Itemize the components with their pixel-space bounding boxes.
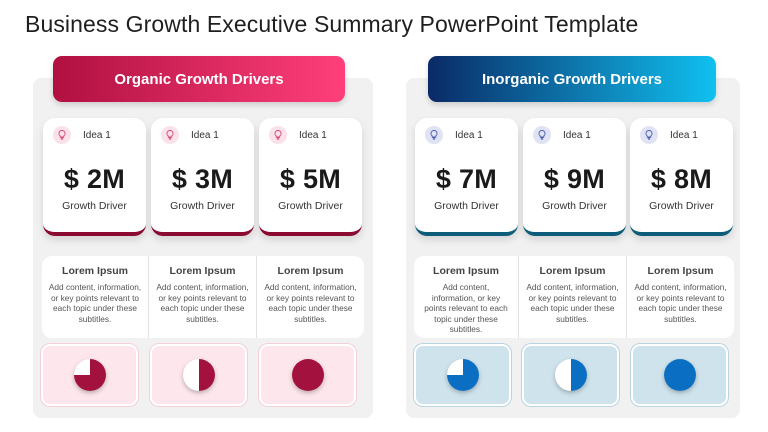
topic-column: Lorem Ipsum Add content, information, or… [42, 256, 148, 338]
pie-chart [291, 359, 324, 391]
topic-title: Lorem Ipsum [539, 265, 606, 277]
organic-card-3: Idea 1 $ 5M Growth Driver [259, 118, 362, 236]
topic-title: Lorem Ipsum [647, 265, 714, 277]
topic-column: Lorem Ipsum Add content, information, or… [518, 256, 626, 338]
amount-value: $ 5M [279, 164, 342, 194]
driver-label: Growth Driver [542, 200, 607, 212]
amount-value: $ 9M [543, 164, 606, 194]
topic-title: Lorem Ipsum [169, 265, 236, 277]
driver-label: Growth Driver [62, 200, 127, 212]
amount-value: $ 7M [435, 164, 498, 194]
organic-card-2: Idea 1 $ 3M Growth Driver [151, 118, 254, 236]
driver-label: Growth Driver [649, 200, 714, 212]
pie-chart [554, 359, 587, 391]
topic-body: Add content, information, or key points … [526, 282, 619, 324]
topic-body: Add content, information, or key points … [424, 282, 508, 334]
topic-title: Lorem Ipsum [277, 265, 344, 277]
inorganic-pie-box-3 [631, 344, 728, 406]
idea-label: Idea 1 [563, 129, 591, 141]
idea-label: Idea 1 [670, 129, 698, 141]
organic-pie-box-3 [259, 344, 356, 406]
amount-value: $ 3M [171, 164, 234, 194]
pie-chart [73, 359, 106, 391]
inorganic-pie-box-2 [522, 344, 619, 406]
lightbulb-icon [53, 126, 71, 144]
organic-pie-box-2 [150, 344, 247, 406]
pie-slice [291, 359, 324, 391]
inorganic-header: Inorganic Growth Drivers [428, 56, 716, 102]
organic-topics: Lorem Ipsum Add content, information, or… [42, 256, 364, 338]
organic-card-1: Idea 1 $ 2M Growth Driver [43, 118, 146, 236]
pie-slice [663, 359, 696, 391]
organic-header: Organic Growth Drivers [53, 56, 345, 102]
topic-title: Lorem Ipsum [433, 265, 499, 277]
topic-column: Lorem Ipsum Add content, information, or… [256, 256, 364, 338]
slide-title: Business Growth Executive Summary PowerP… [25, 11, 639, 37]
pie-chart [182, 359, 215, 391]
topic-column: Lorem Ipsum Add content, information, or… [414, 256, 518, 338]
amount-value: $ 2M [63, 164, 126, 194]
driver-label: Growth Driver [278, 200, 343, 212]
lightbulb-icon [425, 126, 443, 144]
idea-label: Idea 1 [455, 129, 483, 141]
lightbulb-icon [269, 126, 287, 144]
pie-slice [570, 359, 587, 391]
topic-body: Add content, information, or key points … [634, 282, 727, 324]
inorganic-card-1: Idea 1 $ 7M Growth Driver [415, 118, 518, 236]
lightbulb-icon [533, 126, 551, 144]
driver-label: Growth Driver [170, 200, 235, 212]
organic-pie-box-1 [41, 344, 138, 406]
topic-body: Add content, information, or key points … [156, 282, 249, 324]
lightbulb-icon [640, 126, 658, 144]
inorganic-topics: Lorem Ipsum Add content, information, or… [414, 256, 734, 338]
inorganic-card-3: Idea 1 $ 8M Growth Driver [630, 118, 733, 236]
inorganic-card-2: Idea 1 $ 9M Growth Driver [523, 118, 626, 236]
amount-value: $ 8M [650, 164, 713, 194]
idea-label: Idea 1 [299, 129, 327, 141]
topic-body: Add content, information, or key points … [48, 282, 142, 324]
lightbulb-icon [161, 126, 179, 144]
pie-slice [73, 359, 106, 391]
pie-chart [663, 359, 696, 391]
topic-body: Add content, information, or key points … [264, 282, 357, 324]
driver-label: Growth Driver [434, 200, 499, 212]
idea-label: Idea 1 [191, 129, 219, 141]
inorganic-pie-box-1 [414, 344, 511, 406]
pie-chart [446, 359, 479, 391]
topic-column: Lorem Ipsum Add content, information, or… [148, 256, 256, 338]
pie-slice [198, 359, 215, 391]
pie-slice [446, 359, 479, 391]
topic-column: Lorem Ipsum Add content, information, or… [626, 256, 734, 338]
topic-title: Lorem Ipsum [62, 265, 128, 277]
idea-label: Idea 1 [83, 129, 111, 141]
